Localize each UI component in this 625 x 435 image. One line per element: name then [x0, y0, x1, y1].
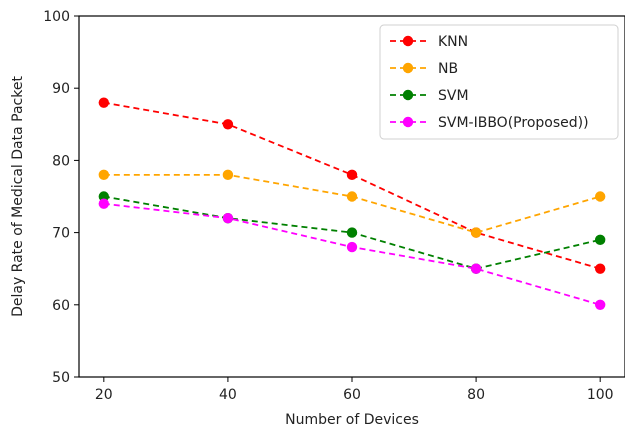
data-point	[470, 227, 482, 238]
x-axis-ticks: 20 40 60 80 100	[95, 377, 614, 403]
y-tick-label: 60	[52, 298, 70, 314]
x-tick-label: 40	[219, 387, 237, 403]
y-tick-label: 70	[52, 226, 70, 242]
x-axis-title: Number of Devices	[285, 412, 419, 428]
y-tick-label: 90	[52, 81, 70, 97]
legend-marker	[402, 116, 414, 128]
data-point	[222, 119, 234, 130]
data-point	[594, 191, 606, 202]
data-point	[98, 97, 110, 108]
data-point	[594, 234, 606, 246]
series-line-0	[103, 101, 601, 270]
series-line-1	[103, 173, 601, 234]
data-point	[222, 169, 234, 181]
data-point	[346, 241, 358, 253]
x-tick-label: 60	[343, 387, 361, 403]
legend-marker	[402, 62, 414, 74]
data-point	[594, 263, 606, 274]
legend: KNN NB SVM SVM-IBBO(Proposed))	[379, 24, 619, 140]
data-point	[98, 191, 110, 202]
x-tick-label: 80	[467, 387, 485, 403]
data-point	[594, 299, 606, 310]
y-tick-label: 50	[52, 370, 70, 386]
y-axis-title: Delay Rate of Medical Data Packet	[10, 76, 26, 317]
data-point	[98, 198, 110, 209]
x-tick-label: 20	[95, 387, 113, 403]
legend-label: SVM	[438, 88, 469, 104]
series-points	[98, 97, 606, 310]
x-tick-label: 100	[587, 387, 614, 403]
data-point	[470, 263, 482, 274]
data-point	[346, 191, 358, 202]
y-tick-label: 100	[43, 9, 70, 25]
legend-marker	[402, 35, 414, 47]
data-point	[98, 169, 110, 181]
data-point	[346, 169, 358, 181]
y-tick-label: 80	[52, 153, 70, 169]
data-point	[346, 227, 358, 238]
legend-marker	[402, 89, 414, 101]
data-point	[222, 212, 234, 224]
legend-box	[379, 24, 619, 140]
legend-label: SVM-IBBO(Proposed))	[438, 115, 589, 131]
legend-label: KNN	[438, 34, 468, 50]
y-axis-ticks: 50 60 70 80 90 100	[43, 9, 79, 386]
legend-label: NB	[438, 61, 458, 77]
